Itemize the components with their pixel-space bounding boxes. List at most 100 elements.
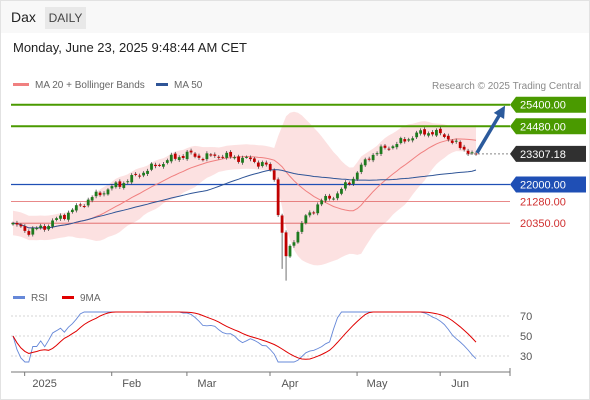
last-price-label-text: 23307.18 [520,149,566,161]
candle-body [276,179,280,216]
legend-ma20-bollinger: MA 20 + Bollinger Bands [13,80,145,91]
level-label-2-text: 22000.00 [520,179,566,191]
x-tick-label-2: Mar [197,378,216,390]
candle-body [256,162,260,167]
candle-body [407,139,411,141]
candle-body [205,153,209,160]
research-credit: Research © 2025 Trading Central [432,81,582,92]
candle-body [165,160,169,163]
candle-body [126,181,130,183]
candle-body [98,192,102,196]
candle-body [78,204,82,206]
chart-header [1,1,589,33]
candle-body [268,164,272,170]
candle-body [134,173,138,175]
x-tick-label-5: Jun [451,378,469,390]
candle-body [462,146,466,150]
candle-body [308,212,312,216]
level-label-2: 22000.00 [510,176,586,193]
candle-body [252,158,256,162]
candle-body [438,128,442,134]
candle-body [415,132,419,138]
candle-body [419,130,422,134]
candle-body [363,159,367,166]
candle-body [193,153,197,157]
x-tick-label-1: Feb [122,378,141,390]
timeframe-button[interactable]: DAILY [45,7,86,29]
legend-ma50-label: MA 50 [174,80,203,91]
candle-body [221,156,225,158]
candle-body [82,206,86,208]
candle-body [39,225,43,228]
candle-body [51,220,54,227]
rsi-tick-2: 30 [520,351,532,363]
candle-body [55,218,58,220]
candle-body [142,172,145,176]
candle-body [118,181,122,187]
candle-body [411,138,415,141]
candle-body [154,164,157,167]
candle-body [288,245,292,257]
candle-body [47,226,51,230]
level-label-2-bg [510,176,586,193]
candle-body [316,204,320,214]
candle-body [300,223,304,232]
candle-body [344,182,347,189]
candle-body [102,193,106,195]
candle-body [106,189,110,195]
level-label-0-text: 25400.00 [520,100,566,112]
rsi-tick-1: 50 [520,331,532,343]
candle-body [233,157,237,159]
candle-body [431,132,434,135]
legend-ma20-label: MA 20 + Bollinger Bands [35,80,145,91]
candle-body [383,145,387,148]
candle-body [90,197,94,201]
candle-body [454,140,458,142]
legend-9ma-label: 9MA [80,293,101,304]
candle-body [19,224,23,227]
candle-body [332,198,335,200]
candle-body [249,157,252,160]
candle-body [284,232,288,257]
candle-body [213,154,217,156]
candle-body [423,129,426,135]
candle-body [11,222,15,225]
level-label-0: 25400.00 [510,96,586,113]
candle-body [272,170,276,180]
candle-body [67,212,70,220]
candle-body [367,158,371,160]
candle-body [138,175,142,177]
forecast-arrow-head [493,105,506,119]
x-tick-label-0: 2025 [32,378,56,390]
legend-9ma: 9MA [62,293,101,304]
candle-body [328,195,331,199]
level-label-3: 21280.00 [520,196,566,208]
level-label-1: 24480.00 [510,118,586,135]
candle-body [245,156,248,158]
candle-body [209,154,213,156]
level-label-1-text: 24480.00 [520,121,566,133]
level-label-0-bg [510,96,586,113]
candle-body [435,129,438,136]
legend-rsi-swatch [13,295,25,299]
candle-body [470,152,474,154]
candle-body [177,157,181,161]
legend-ma20-swatch [13,82,29,86]
candle-body [43,226,47,230]
candle-body [340,188,343,194]
candle-body [241,157,244,163]
candle-body [304,215,308,224]
candle-body [27,231,31,235]
candle-body [387,148,391,150]
candle-body [336,193,339,199]
candle-body [110,186,114,189]
candle-body [312,212,316,214]
candle-body [35,228,39,230]
candle-body [63,214,66,220]
candle-body [173,153,177,159]
candle-body [399,138,403,144]
candle-body [442,134,446,137]
candle-body [15,222,19,225]
candle-body [169,154,173,162]
